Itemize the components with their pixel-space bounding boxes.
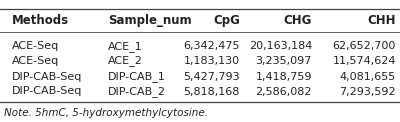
Text: DIP-CAB_2: DIP-CAB_2 — [108, 86, 166, 97]
Text: DIP-CAB-Seq: DIP-CAB-Seq — [12, 72, 82, 82]
Text: 62,652,700: 62,652,700 — [333, 41, 396, 51]
Text: DIP-CAB-Seq: DIP-CAB-Seq — [12, 86, 82, 97]
Text: 5,818,168: 5,818,168 — [184, 86, 240, 97]
Text: 3,235,097: 3,235,097 — [256, 56, 312, 66]
Text: ACE-Seq: ACE-Seq — [12, 56, 59, 66]
Text: Methods: Methods — [12, 14, 69, 27]
Text: 6,342,475: 6,342,475 — [184, 41, 240, 51]
Text: CHG: CHG — [284, 14, 312, 27]
Text: 20,163,184: 20,163,184 — [249, 41, 312, 51]
Text: Sample_num: Sample_num — [108, 14, 192, 27]
Text: 1,418,759: 1,418,759 — [256, 72, 312, 82]
Text: ACE_1: ACE_1 — [108, 41, 143, 52]
Text: CHH: CHH — [368, 14, 396, 27]
Text: ACE_2: ACE_2 — [108, 56, 143, 66]
Text: 1,183,130: 1,183,130 — [184, 56, 240, 66]
Text: 11,574,624: 11,574,624 — [332, 56, 396, 66]
Text: Note. 5hmC, 5-hydroxymethylcytosine.: Note. 5hmC, 5-hydroxymethylcytosine. — [4, 108, 208, 118]
Text: 7,293,592: 7,293,592 — [339, 86, 396, 97]
Text: ACE-Seq: ACE-Seq — [12, 41, 59, 51]
Text: 2,586,082: 2,586,082 — [256, 86, 312, 97]
Text: 4,081,655: 4,081,655 — [340, 72, 396, 82]
Text: DIP-CAB_1: DIP-CAB_1 — [108, 71, 166, 82]
Text: CpG: CpG — [213, 14, 240, 27]
Text: 5,427,793: 5,427,793 — [183, 72, 240, 82]
